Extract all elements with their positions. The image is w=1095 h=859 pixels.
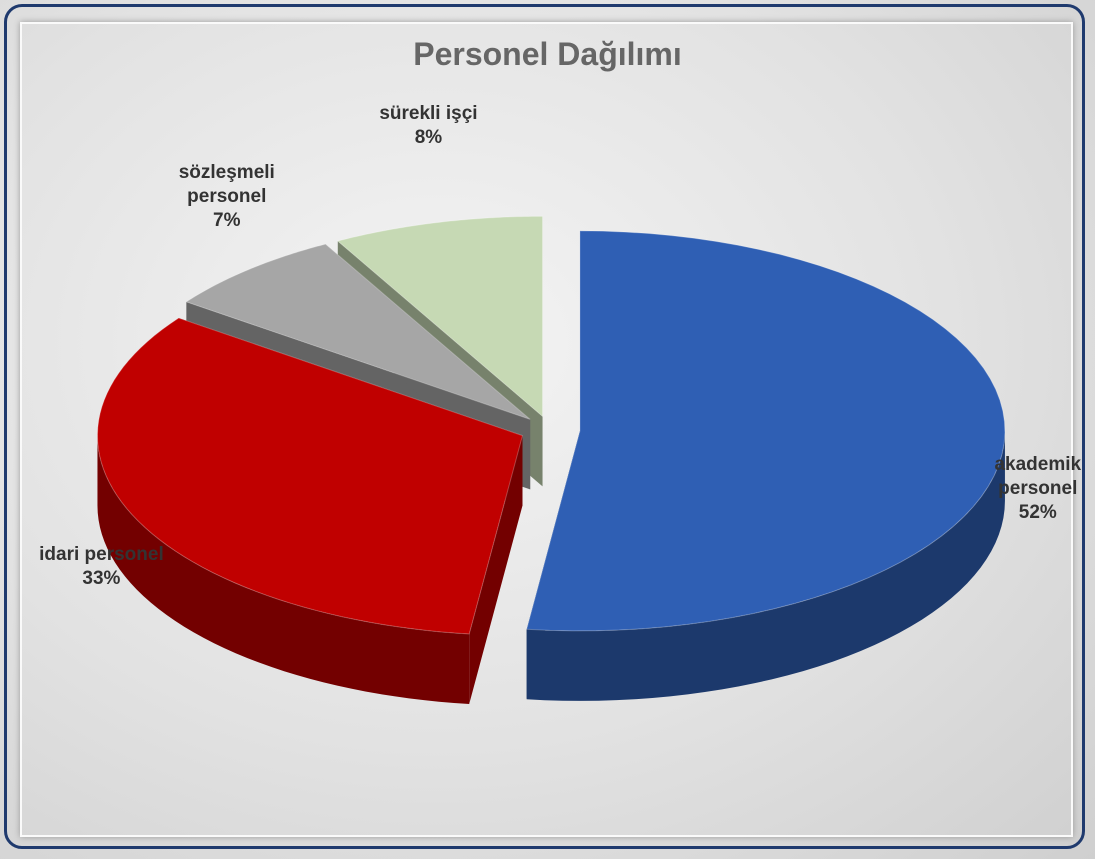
label-value: 8% bbox=[414, 127, 443, 149]
slice-side bbox=[526, 430, 1005, 701]
slice bbox=[526, 230, 1006, 632]
label-name: sözleşmeli personel bbox=[178, 162, 275, 208]
plot-area bbox=[20, 22, 1073, 837]
data-label: sözleşmeli personel 7% bbox=[162, 161, 292, 233]
slice-wall bbox=[469, 435, 523, 705]
label-name: sürekli işçi bbox=[379, 103, 478, 125]
frame bbox=[4, 4, 1085, 849]
slice-side bbox=[97, 435, 470, 705]
data-label: sürekli işçi 8% bbox=[363, 102, 493, 150]
slice bbox=[96, 317, 524, 635]
data-label: akademik personel 52% bbox=[973, 453, 1095, 525]
label-name: akademik personel bbox=[994, 453, 1082, 499]
data-label: idari personel 33% bbox=[36, 543, 166, 591]
label-name: idari personel bbox=[39, 544, 164, 566]
label-value: 7% bbox=[213, 210, 241, 232]
slice bbox=[336, 215, 544, 418]
chart-title: Personel Dağılımı bbox=[413, 36, 682, 72]
label-value: 33% bbox=[82, 568, 121, 590]
label-value: 52% bbox=[1018, 501, 1057, 523]
slice bbox=[185, 243, 531, 420]
